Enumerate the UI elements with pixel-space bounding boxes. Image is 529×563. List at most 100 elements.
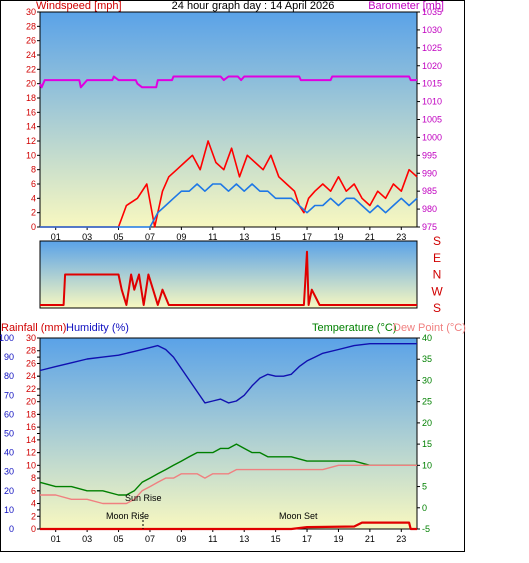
wind-xtick-label: 11 <box>208 232 217 242</box>
rain-xtick-label: 05 <box>114 534 124 544</box>
windspeed-ytick-label: 22 <box>26 64 36 74</box>
barometer-ytick-label: 980 <box>422 204 437 214</box>
barometer-ytick-label: 1005 <box>422 115 442 125</box>
rainfall-ytick-label: 14 <box>26 435 36 445</box>
humidity-ytick-label: 60 <box>4 409 14 419</box>
rain-humidity-temp-plot <box>39 337 418 530</box>
rainfall-ytick-label: 28 <box>26 346 36 356</box>
windspeed-ytick-label: 20 <box>26 79 36 89</box>
windspeed-ytick-label: 16 <box>26 107 36 117</box>
temperature-ytick-label: 20 <box>422 418 432 428</box>
barometer-ytick-label: 1025 <box>422 43 442 53</box>
windspeed-ytick-label: 30 <box>26 7 36 17</box>
moonset-label: Moon Set <box>279 511 318 521</box>
sunrise-label: Sun Rise <box>125 493 162 503</box>
barometer-ytick-label: 1020 <box>422 61 442 71</box>
wind-xtick-label: 15 <box>271 232 281 242</box>
humidity-ytick-label: 10 <box>4 505 14 515</box>
humidity-axis-title: Humidity (%) <box>66 322 129 334</box>
temperature-ytick-label: 10 <box>422 460 432 470</box>
temperature-ytick-label: 15 <box>422 439 432 449</box>
barometer-ytick-label: 975 <box>422 222 437 232</box>
rainfall-ytick-label: 30 <box>26 333 36 343</box>
temperature-ytick-label: 30 <box>422 375 432 385</box>
wind-xtick-label: 03 <box>82 232 92 242</box>
humidity-ytick-label: 70 <box>4 390 14 400</box>
barometer-ytick-label: 990 <box>422 168 437 178</box>
rain-xtick-label: 19 <box>333 534 343 544</box>
series-direction-line <box>40 250 417 306</box>
windspeed-ytick-label: 6 <box>31 179 36 189</box>
windspeed-axis-title: Windspeed [mph] <box>36 0 122 12</box>
rainfall-ytick-label: 18 <box>26 409 36 419</box>
wind-xtick-label: 05 <box>114 232 124 242</box>
windspeed-ytick-label: 18 <box>26 93 36 103</box>
rain-xtick-label: 15 <box>271 534 281 544</box>
direction-ytick-label: E <box>433 251 441 265</box>
windspeed-ytick-label: 12 <box>26 136 36 146</box>
rain-xtick-label: 11 <box>208 534 217 544</box>
wind-xtick-label: 23 <box>396 232 406 242</box>
series-barometer-line <box>39 75 417 89</box>
chart-title: 24 hour graph day : 14 April 2026 <box>172 0 335 12</box>
wind-xtick-label: 07 <box>145 232 155 242</box>
windspeed-ytick-label: 0 <box>31 222 36 232</box>
windspeed-ytick-label: 8 <box>31 165 36 175</box>
rainfall-ytick-label: 16 <box>26 422 36 432</box>
series-windspeed-line <box>40 140 418 228</box>
humidity-ytick-label: 90 <box>4 352 14 362</box>
rain-xtick-label: 17 <box>302 534 312 544</box>
rainfall-ytick-label: 4 <box>31 499 36 509</box>
barometer-ytick-label: 1000 <box>422 132 442 142</box>
barometer-ytick-label: 1030 <box>422 25 442 35</box>
direction-ytick-label: W <box>431 284 443 298</box>
series-average-line <box>40 183 418 228</box>
windspeed-ytick-label: 26 <box>26 36 36 46</box>
rainfall-ytick-label: 6 <box>31 486 36 496</box>
wind-xtick-label: 17 <box>302 232 312 242</box>
humidity-ytick-label: 40 <box>4 448 14 458</box>
wind-xtick-label: 01 <box>51 232 61 242</box>
temperature-ytick-label: 40 <box>422 333 432 343</box>
rainfall-ytick-label: 24 <box>26 371 36 381</box>
temperature-ytick-label: 0 <box>422 503 427 513</box>
graph-frame <box>0 0 465 552</box>
barometer-ytick-label: 1035 <box>422 7 442 17</box>
barometer-ytick-label: 995 <box>422 150 437 160</box>
rain-xtick-label: 01 <box>51 534 61 544</box>
series-rainfall-line <box>40 521 417 531</box>
rainfall-ytick-label: 26 <box>26 358 36 368</box>
barometer-ytick-label: 985 <box>422 186 437 196</box>
moonrise-label: Moon Rise <box>106 511 149 521</box>
direction-ytick-label: N <box>433 268 442 282</box>
series-temperature-line <box>39 443 417 496</box>
temperature-ytick-label: 5 <box>422 482 427 492</box>
barometer-axis-title: Barometer [mb] <box>368 0 444 12</box>
windspeed-ytick-label: 28 <box>26 21 36 31</box>
rain-xtick-label: 03 <box>82 534 92 544</box>
rain-xtick-label: 07 <box>145 534 155 544</box>
rainfall-ytick-label: 20 <box>26 397 36 407</box>
dewpoint-axis-title: Dew Point (°C) <box>393 322 466 334</box>
rain-xtick-label: 13 <box>239 534 249 544</box>
temperature-ytick-label: 25 <box>422 397 432 407</box>
rain-xtick-label: 09 <box>176 534 186 544</box>
humidity-ytick-label: 0 <box>9 524 14 534</box>
temperature-axis-title: Temperature (°C) <box>312 322 396 334</box>
temperature-ytick-label: 35 <box>422 354 432 364</box>
direction-ytick-label: S <box>433 234 441 248</box>
wind-xtick-label: 09 <box>176 232 186 242</box>
wind-xtick-label: 21 <box>365 232 375 242</box>
wind-xtick-label: 13 <box>239 232 249 242</box>
humidity-ytick-label: 80 <box>4 371 14 381</box>
series-dew-point-line <box>40 464 417 505</box>
humidity-ytick-label: 20 <box>4 486 14 496</box>
rainfall-ytick-label: 0 <box>31 524 36 534</box>
humidity-ytick-label: 100 <box>0 333 14 343</box>
series-humidity-line <box>39 343 417 404</box>
windspeed-ytick-label: 4 <box>31 193 36 203</box>
direction-ytick-label: S <box>433 301 441 315</box>
rainfall-ytick-label: 10 <box>26 460 36 470</box>
wind-xtick-label: 19 <box>333 232 343 242</box>
